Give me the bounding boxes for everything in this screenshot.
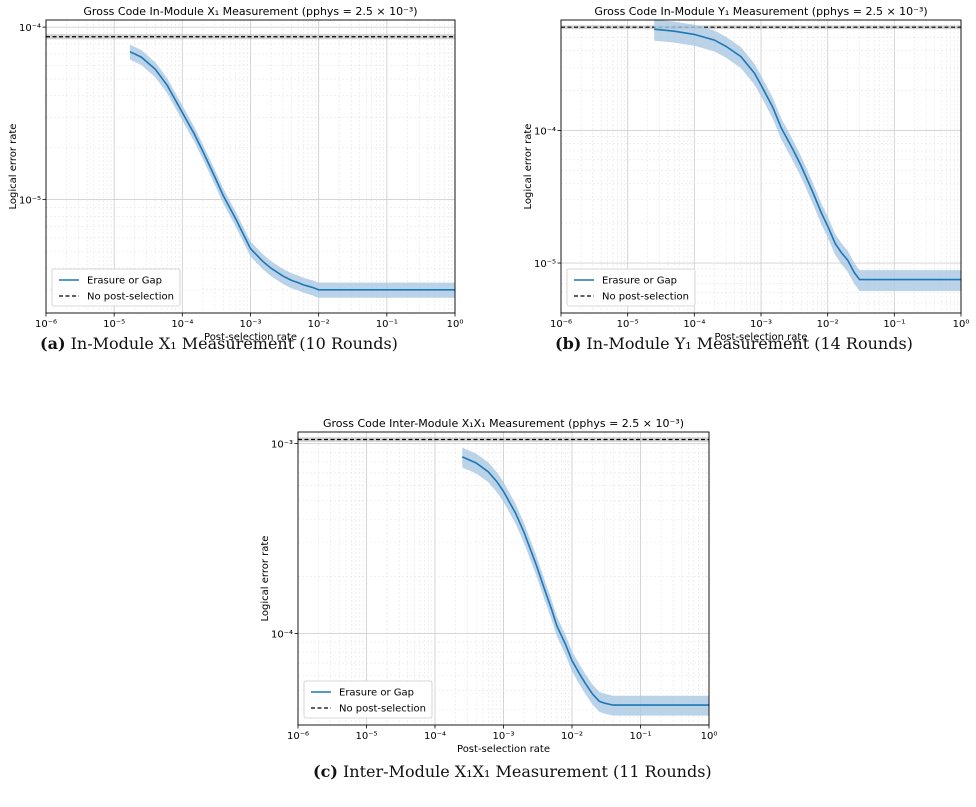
x-tick-label: 10⁻³ <box>492 731 514 742</box>
legend: Erasure or Gap No post-selection <box>303 680 433 719</box>
legend-label-baseline: No post-selection <box>602 292 689 303</box>
x-tick-label: 10⁰ <box>701 731 718 742</box>
caption-c-text: Inter-Module X₁X₁ Measurement (11 Rounds… <box>342 762 712 781</box>
x-tick-label: 10⁻⁶ <box>287 731 309 742</box>
legend-label-baseline: No post-selection <box>87 292 174 303</box>
caption-b: (b) In-Module Y₁ Measurement (14 Rounds) <box>555 334 913 353</box>
legend-label-baseline: No post-selection <box>339 704 426 715</box>
chart-title: Gross Code In-Module Y₁ Measurement (pph… <box>594 5 927 18</box>
chart-2: 10⁻⁶ 10⁻⁵ 10⁻⁴ 10⁻³ 10⁻² 10⁻¹ 10⁰ 10⁻⁴ 10⁻³ Gross… <box>260 417 717 755</box>
chart-1: 10⁻⁶ 10⁻⁵ 10⁻⁴ 10⁻³ 10⁻² 10⁻¹ 10⁰ 10⁻⁵ 10⁻⁴ Gross… <box>523 5 969 343</box>
legend-box <box>303 680 433 719</box>
x-tick-label: 10⁻³ <box>750 319 772 330</box>
legend-box <box>566 268 696 307</box>
chart-title: Gross Code Inter-Module X₁X₁ Measurement… <box>323 417 684 430</box>
y-tick-label: 10⁻⁴ <box>534 126 556 137</box>
y-tick-label: 10⁻³ <box>271 440 293 451</box>
caption-c-tag: (c) <box>313 762 338 781</box>
x-tick-label: 10⁻¹ <box>883 319 905 330</box>
x-tick-label: 10⁻¹ <box>629 731 651 742</box>
caption-b-text: In-Module Y₁ Measurement (14 Rounds) <box>586 334 913 353</box>
caption-a-tag: (a) <box>40 334 66 353</box>
caption-c: (c) Inter-Module X₁X₁ Measurement (11 Ro… <box>313 762 712 781</box>
baseline-band <box>561 25 961 30</box>
y-tick-label: 10⁻⁵ <box>19 196 41 207</box>
x-tick-label: 10⁻⁴ <box>171 319 193 330</box>
x-axis-label: Post-selection rate <box>457 744 550 755</box>
chart-0: 10⁻⁶ 10⁻⁵ 10⁻⁴ 10⁻³ 10⁻² 10⁻¹ 10⁰ 10⁻⁵ 10⁻⁴ Gross… <box>8 5 463 343</box>
series-line <box>461 456 709 706</box>
series-line <box>654 28 961 281</box>
legend: Erasure or Gap No post-selection <box>51 268 181 307</box>
x-tick-label: 10⁻⁶ <box>35 319 57 330</box>
x-axis-label: Post-selection rate <box>204 332 297 343</box>
legend-label-erasure: Erasure or Gap <box>339 688 414 699</box>
x-tick-label: 10⁻⁴ <box>424 731 446 742</box>
legend-label-erasure: Erasure or Gap <box>602 276 677 287</box>
caption-b-tag: (b) <box>555 334 582 353</box>
legend: Erasure or Gap No post-selection <box>566 268 696 307</box>
y-tick-label: 10⁻⁵ <box>534 259 556 270</box>
x-tick-label: 10⁻⁴ <box>683 319 705 330</box>
x-tick-label: 10⁻² <box>817 319 839 330</box>
x-axis-label: Post-selection rate <box>715 332 808 343</box>
x-tick-label: 10⁻² <box>561 731 583 742</box>
caption-a: (a) In-Module X₁ Measurement (10 Rounds) <box>40 334 398 353</box>
grid <box>560 20 962 313</box>
x-tick-label: 10⁻⁵ <box>355 731 377 742</box>
x-tick-label: 10⁻⁵ <box>103 319 125 330</box>
legend-label-erasure: Erasure or Gap <box>87 276 162 287</box>
x-tick-label: 10⁻¹ <box>376 319 398 330</box>
series-band <box>129 44 455 298</box>
x-tick-label: 10⁻² <box>308 319 330 330</box>
x-tick-label: 10⁰ <box>953 319 970 330</box>
y-axis-label: Logical error rate <box>523 124 534 210</box>
x-tick-label: 10⁻⁵ <box>617 319 639 330</box>
y-axis-label: Logical error rate <box>8 124 19 210</box>
caption-a-text: In-Module X₁ Measurement (10 Rounds) <box>70 334 398 353</box>
y-axis-label: Logical error rate <box>260 536 271 622</box>
x-tick-label: 10⁻⁶ <box>550 319 572 330</box>
series-line <box>129 50 455 291</box>
x-tick-label: 10⁰ <box>447 319 464 330</box>
legend-box <box>51 268 181 307</box>
y-tick-label: 10⁻⁴ <box>19 23 41 34</box>
x-tick-label: 10⁻³ <box>239 319 261 330</box>
chart-title: Gross Code In-Module X₁ Measurement (pph… <box>83 5 417 18</box>
y-tick-label: 10⁻⁴ <box>271 630 293 641</box>
series-band <box>462 447 709 716</box>
